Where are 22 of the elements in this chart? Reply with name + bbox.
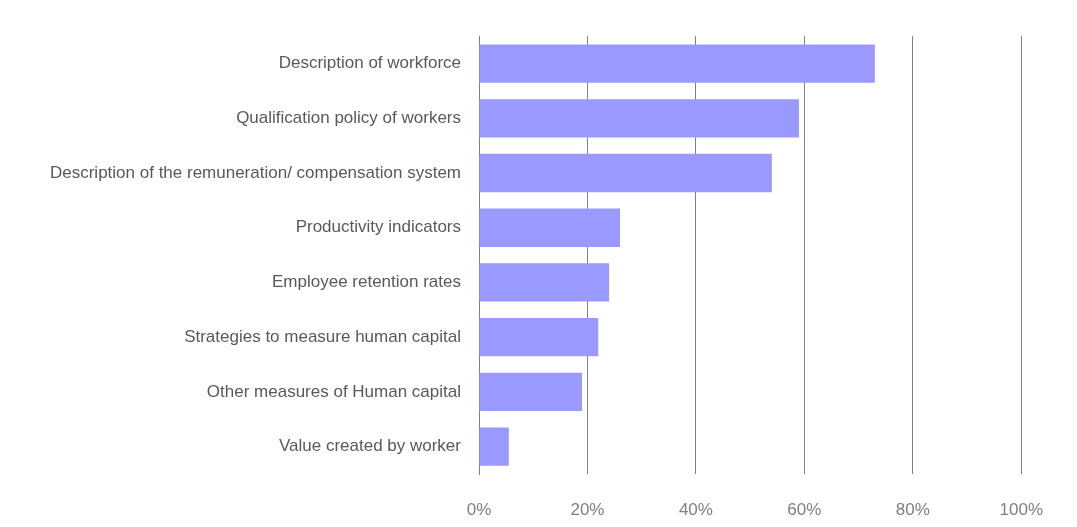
bar <box>479 372 583 412</box>
bar <box>479 263 610 302</box>
y-tick-label: Qualification policy of workers <box>236 107 461 127</box>
y-tick-label: Description of workforce <box>278 53 461 73</box>
y-tick-label: Employee retention rates <box>272 272 461 292</box>
y-tick-label: Productivity indicators <box>295 217 461 237</box>
x-tick-label: 20% <box>570 499 605 519</box>
y-tick-label: Other measures of Human capital <box>206 381 461 401</box>
bar <box>479 208 620 247</box>
bar <box>479 318 599 357</box>
x-tick-label: 100% <box>999 499 1043 519</box>
y-tick-label: Description of the remuneration/ compensation system <box>49 162 461 182</box>
bar <box>479 44 875 83</box>
x-tick-label: 60% <box>787 499 822 519</box>
x-tick-label: 80% <box>895 499 930 519</box>
y-tick-label: Strategies to measure human capital <box>184 326 461 346</box>
bar <box>479 99 799 138</box>
x-tick-label: 40% <box>678 499 713 519</box>
bar <box>479 153 772 193</box>
x-tick-label: 0% <box>466 499 492 519</box>
y-tick-label: Value created by worker <box>278 436 462 456</box>
bar <box>479 427 509 466</box>
